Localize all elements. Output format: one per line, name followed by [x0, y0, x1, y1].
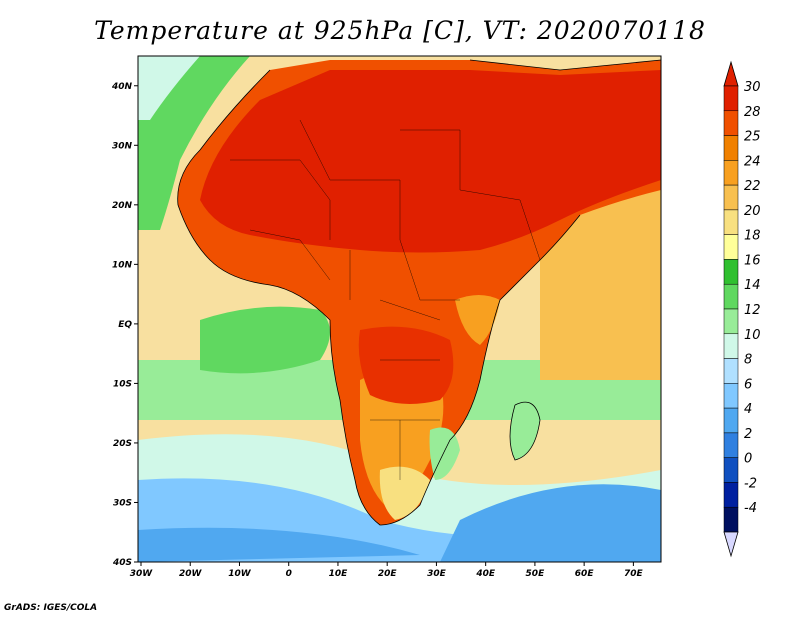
southern-africa-cool [379, 466, 430, 520]
colorbar-label: 28 [744, 105, 761, 120]
colorbar-swatch [723, 506, 739, 533]
madagascar [510, 402, 540, 460]
colorbar-top-arrow [723, 60, 739, 87]
north-atlantic-green [138, 56, 250, 230]
colorbar-label: 0 [744, 452, 752, 467]
map-area [138, 56, 661, 562]
y-tick-label: 20N [112, 201, 133, 211]
colorbar-label: 20 [744, 204, 761, 219]
y-tick-label: 10S [113, 379, 132, 389]
x-tick-label: 10E [329, 569, 349, 579]
colorbar-label: 25 [744, 130, 761, 145]
y-tick-label: 20S [113, 439, 132, 449]
y-tick-label: 10N [112, 260, 133, 270]
colorbar-label: -4 [744, 501, 757, 516]
colorbar-label: 2 [744, 427, 752, 442]
colorbar-label: 18 [744, 229, 761, 244]
coastline [177, 59, 661, 526]
x-tick-label: 20E [378, 569, 398, 579]
x-tick-label: 60E [575, 569, 595, 579]
colorbar-label: 22 [744, 179, 761, 194]
colorbar-swatch [723, 85, 739, 112]
colorbar-swatch [723, 333, 739, 359]
x-tick-label: 10W [228, 569, 252, 579]
y-tick-label: 30N [112, 141, 133, 151]
colorbar-label: 16 [744, 253, 761, 268]
y-axis-ticks: 40N 30N 20N 10N EQ 10S 20S 30S 40S [111, 82, 138, 568]
colorbar-label: 24 [744, 154, 761, 169]
x-tick-label: 40E [475, 569, 496, 579]
x-tick-label: 20W [179, 569, 203, 579]
colorbar-label: 30 [744, 80, 761, 95]
north-atlantic-cool [138, 56, 200, 120]
gulf-guinea-green [200, 306, 330, 374]
y-tick-label: 40S [112, 558, 132, 568]
colorbar-swatch [723, 383, 739, 409]
south-ocean-coldest-band [138, 527, 420, 562]
colorbar-swatch [723, 358, 739, 384]
colorbar-swatch [723, 110, 739, 136]
south-east-ocean-cold [440, 484, 661, 562]
map-frame [137, 55, 662, 563]
x-tick-label: 30E [427, 569, 447, 579]
colorbar-swatch [723, 209, 739, 235]
colorbar-swatch [723, 135, 739, 161]
colorbar-swatch [723, 308, 739, 335]
central-africa-hot [358, 326, 454, 404]
x-tick-label: 0 [286, 569, 292, 579]
colorbar-label: 14 [744, 278, 761, 293]
colorbar-swatch [723, 160, 739, 186]
colorbar-label: 6 [744, 377, 752, 392]
colorbar-label: 4 [744, 402, 752, 417]
chart-title: Temperature at 925hPa [C], VT: 202007011… [94, 16, 706, 45]
east-africa-cooler [455, 295, 500, 345]
x-axis-ticks: 30W 20W 10W 0 10E 20E 30E 40E 50E 60E 70E [130, 562, 644, 579]
country-borders [230, 119, 541, 480]
colorbar-label: -2 [744, 476, 757, 491]
credit-label: GrADS: IGES/COLA [4, 603, 98, 613]
colorbar-swatch [723, 457, 739, 483]
colorbar-swatch [723, 283, 739, 310]
colorbar-swatch [723, 407, 739, 434]
colorbar-label: 8 [744, 353, 752, 368]
colorbar-swatch [723, 184, 739, 211]
sahara-hot-core [200, 70, 661, 253]
x-tick-label: 70E [624, 569, 644, 579]
colorbar-swatch [723, 432, 739, 458]
y-tick-label: 30S [113, 498, 132, 508]
y-tick-label: 40N [111, 82, 133, 92]
x-tick-label: 30W [130, 569, 154, 579]
colorbar-label: 12 [744, 303, 761, 318]
colorbar-swatch [723, 259, 739, 285]
colorbar-swatch [723, 234, 739, 260]
colorbar-label: 10 [744, 328, 761, 343]
x-tick-label: 50E [526, 569, 546, 579]
colorbar-bottom-arrow [723, 531, 739, 558]
colorbar-swatch [723, 482, 739, 508]
y-tick-label: EQ [118, 320, 132, 330]
